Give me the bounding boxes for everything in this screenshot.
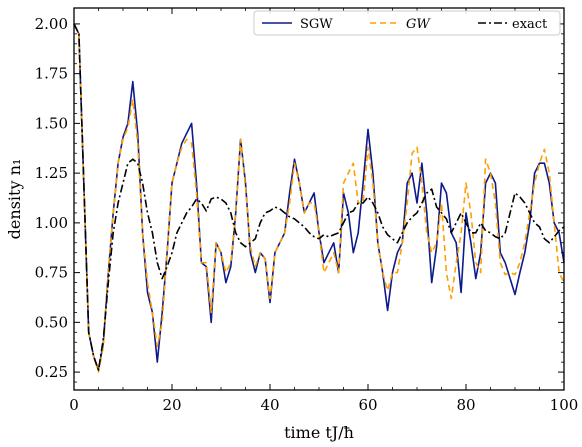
legend-label-2: exact <box>512 17 548 32</box>
x-axis-label: time tJ/ħ <box>284 423 354 442</box>
x-tick-label: 100 <box>550 396 579 414</box>
x-tick-label: 80 <box>456 396 475 414</box>
y-tick-label: 1.25 <box>35 164 68 182</box>
y-tick-label: 1.50 <box>35 114 68 132</box>
series-line-0 <box>73 23 565 371</box>
axis-ticks <box>73 8 565 390</box>
tick-labels: 0 20 40 60 80 100 0.25 0.50 0.75 1.00 1.25 1.50 1.75… <box>35 15 579 414</box>
legend-box <box>253 10 561 36</box>
y-tick-label: 1.00 <box>35 214 68 232</box>
y-tick-label: 0.75 <box>35 264 68 282</box>
plot-frame <box>73 7 565 391</box>
legend-label-1: GW <box>406 17 431 32</box>
y-tick-label: 0.25 <box>35 363 68 381</box>
x-tick-label: 40 <box>260 396 279 414</box>
x-tick-label: 20 <box>162 396 181 414</box>
legend-label-0: SGW <box>300 17 333 32</box>
y-axis-label: density n₁ <box>5 159 24 240</box>
y-tick-label: 2.00 <box>35 15 68 33</box>
y-tick-label: 0.50 <box>35 313 68 331</box>
series-line-1 <box>73 23 565 373</box>
series-line-2 <box>73 23 565 371</box>
x-tick-label: 60 <box>358 396 377 414</box>
y-tick-label: 1.75 <box>35 65 68 83</box>
plot-lines <box>73 23 565 373</box>
x-tick-label: 0 <box>69 396 79 414</box>
legend: SGW GW exact <box>253 10 561 36</box>
